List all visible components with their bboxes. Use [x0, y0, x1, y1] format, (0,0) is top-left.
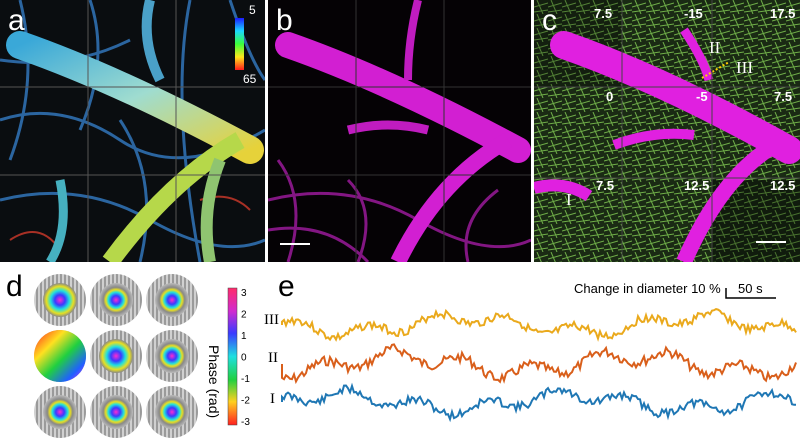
phase-map-center	[155, 283, 189, 317]
phase-map-center	[34, 330, 86, 382]
tile-value: 7.5	[596, 178, 615, 193]
panel-a: a 5 65	[0, 0, 265, 262]
colorbar-top-label: 5	[249, 3, 256, 17]
phase-maps	[34, 274, 198, 438]
scale-bar-e	[725, 288, 776, 299]
panel-b-label: b	[276, 4, 293, 37]
vessel-depth-image	[0, 0, 265, 262]
vessel-label-III: III	[736, 58, 753, 77]
panel-d-label: d	[6, 270, 23, 303]
tile-value: 12.5	[684, 178, 710, 193]
vessel-label-II: II	[709, 38, 721, 57]
tile-value: 7.5	[594, 6, 613, 21]
phase-map-center	[155, 395, 189, 429]
trace-label-III: III	[264, 312, 279, 328]
vessel-label-I: I	[566, 190, 572, 209]
panel-c: c 7.5 -15 17.5 0 -5 7.5 7.5 12.5 12.5 II…	[534, 0, 800, 262]
phase-tick-label: 0	[241, 353, 247, 364]
phase-tick-label: -2	[241, 396, 250, 407]
trace-I	[281, 382, 796, 423]
panel-c-label: c	[542, 4, 557, 37]
phase-map-center	[43, 283, 77, 317]
depth-colorbar	[235, 18, 244, 70]
tile-value: 7.5	[774, 89, 793, 104]
trace-III	[281, 308, 797, 342]
vessel-image	[268, 0, 531, 262]
tile-value: 12.5	[770, 178, 796, 193]
phase-colorbar: 3 2 1 0 -1 -2 -3	[227, 287, 250, 428]
phase-tick-label: 2	[241, 310, 247, 321]
phase-map-center	[99, 283, 133, 317]
tile-value: -5	[696, 89, 708, 104]
trace-label-I: I	[270, 391, 275, 407]
trace-label-II: II	[268, 350, 278, 366]
panel-b: b	[268, 0, 531, 262]
tile-value: -15	[684, 6, 703, 21]
panel-e-label: e	[278, 270, 295, 303]
panel-a-label: a	[8, 4, 25, 37]
phase-tick-label: 3	[241, 288, 247, 299]
tile-value: 0	[606, 89, 614, 104]
trace-II	[281, 343, 797, 385]
diameter-scale-text: Change in diameter 10 %	[574, 281, 721, 296]
phase-map-center	[99, 339, 133, 373]
tile-value: 17.5	[770, 6, 796, 21]
time-scale-text: 50 s	[738, 281, 763, 296]
vessel-neuron-overlay	[534, 0, 800, 262]
colorbar-bottom-label: 65	[243, 72, 257, 86]
phase-map-center	[155, 339, 189, 373]
phase-map-center	[43, 395, 77, 429]
phase-axis-label: Phase (rad)	[206, 345, 222, 419]
phase-tick-label: -3	[241, 417, 250, 428]
phase-map-center	[99, 395, 133, 429]
phase-tick-label: 1	[241, 331, 247, 342]
phase-tick-label: -1	[241, 374, 250, 385]
diameter-traces	[281, 288, 797, 423]
